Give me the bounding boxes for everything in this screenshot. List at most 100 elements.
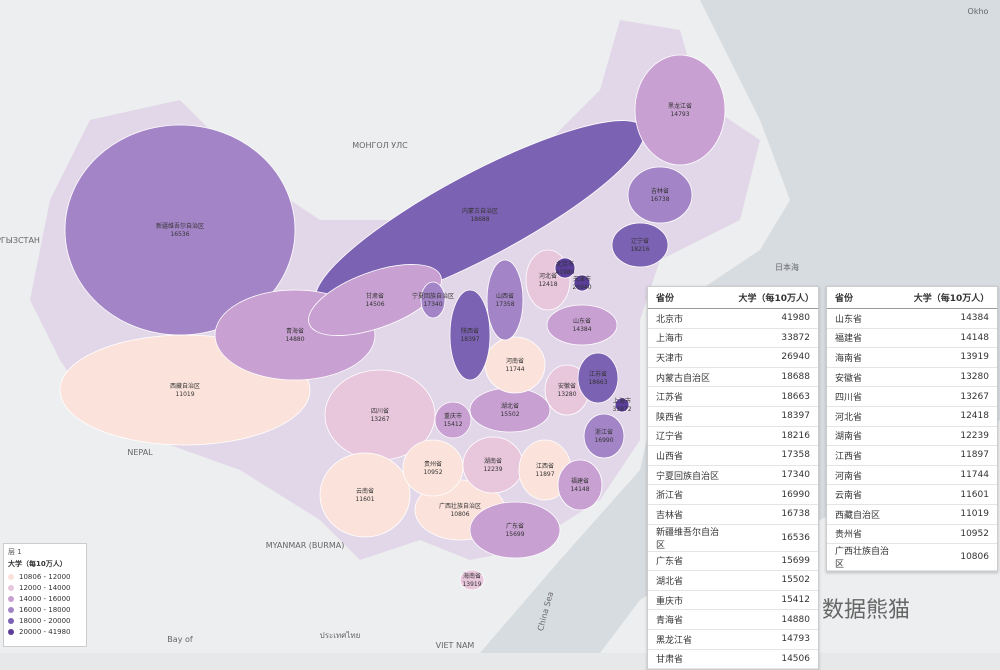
table-cell: 33872 [730, 328, 818, 349]
province-value: 11744 [505, 366, 524, 373]
table-cell: 江西省 [827, 445, 906, 466]
legend-label: 14000 - 16000 [19, 594, 71, 603]
table-cell: 18216 [730, 426, 818, 447]
table-cell: 浙江省 [648, 484, 731, 505]
legend: 层 1 大学（每10万人） 10806 - 12000 12000 - 14000 14… [3, 543, 87, 647]
province-value: 18663 [588, 379, 607, 386]
province-value: 14880 [285, 336, 304, 343]
table-cell: 安徽省 [827, 367, 906, 388]
province-name: 云南省 [356, 487, 374, 495]
province-value: 13267 [370, 416, 389, 423]
legend-title: 大学（每10万人） [8, 560, 67, 568]
table-cell: 11019 [905, 504, 997, 525]
province-value: 17340 [423, 301, 442, 308]
legend-label: 10806 - 12000 [19, 572, 71, 581]
table-cell: 上海市 [648, 328, 731, 349]
table-cell: 14384 [905, 308, 997, 329]
table-cell: 11601 [905, 484, 997, 505]
table-cell: 18397 [730, 406, 818, 427]
province-region [614, 397, 630, 413]
province-value: 14384 [572, 326, 591, 333]
table-cell: 41980 [730, 308, 818, 329]
province-name: 山西省 [496, 292, 514, 300]
province-value: 14148 [570, 486, 589, 493]
province-region [573, 274, 591, 292]
province-name: 广东省 [506, 522, 524, 530]
table-row: 安徽省 13280 [827, 367, 997, 388]
province-value: 10952 [423, 469, 442, 476]
province-value: 18216 [630, 246, 649, 253]
legend-item: 16000 - 18000 [8, 604, 82, 615]
table-cell: 广东省 [648, 551, 731, 572]
table: 省份 大学（每10万人） 北京市 41980 上海市 33872 天津市 26940 内蒙古自治… [648, 287, 818, 670]
province-region [308, 264, 442, 336]
table-row: 天津市 26940 [648, 347, 818, 368]
province-name: 广西壮族自治区 [439, 502, 481, 510]
province-name: 海南省 [463, 572, 481, 580]
province-value: 26940 [572, 284, 591, 291]
legend-swatch [8, 584, 14, 591]
basemap-label: VIET NAM [436, 641, 475, 650]
table-row: 广东省 15699 [648, 551, 818, 572]
legend-item: 10806 - 12000 [8, 571, 82, 582]
table-cell: 14506 [730, 649, 818, 670]
table-row: 内蒙古自治区 18688 [648, 367, 818, 388]
table-cell: 福建省 [827, 328, 906, 349]
table-cell: 河北省 [827, 406, 906, 427]
province-value: 11897 [535, 471, 554, 478]
table-cell: 西藏自治区 [827, 504, 906, 525]
province-name: 宁夏回族自治区 [412, 292, 454, 300]
table-cell: 15699 [730, 551, 818, 572]
header-row: 省份 大学（每10万人） [827, 287, 997, 309]
province-name: 上海市 [613, 397, 631, 405]
table-cell: 甘肃省 [648, 649, 731, 670]
basemap-label: ประเทศไทย [320, 631, 361, 640]
province-region [469, 387, 551, 433]
column-header: 大学（每10万人） [730, 287, 818, 309]
province-region [459, 569, 485, 591]
province-value: 11019 [175, 391, 194, 398]
table-cell: 15502 [730, 570, 818, 591]
province-value: 14506 [365, 301, 384, 308]
table-cell: 17358 [730, 445, 818, 466]
column-header: 大学（每10万人） [905, 287, 997, 309]
table-cell: 18663 [730, 386, 818, 407]
province-region [557, 459, 603, 511]
province-name: 江西省 [536, 462, 554, 470]
table-cell: 江苏省 [648, 386, 731, 407]
province-value: 16536 [170, 231, 189, 238]
province-name: 陕西省 [461, 327, 479, 335]
province-name: 四川省 [371, 407, 389, 415]
table-row: 西藏自治区 11019 [827, 504, 997, 525]
data-table: 省份 大学（每10万人） 山东省 14384 福建省 14148 海南省 13919 安徽省 13… [826, 286, 998, 573]
province-region [577, 352, 619, 404]
province-region [462, 436, 524, 494]
header-row: 省份 大学（每10万人） [648, 287, 818, 309]
province-name: 内蒙古自治区 [462, 207, 498, 215]
table-cell: 12418 [905, 406, 997, 427]
province-name: 甘肃省 [366, 292, 384, 300]
table-row: 贵州省 10952 [827, 524, 997, 545]
table-row: 江苏省 18663 [648, 386, 818, 407]
province-name: 新疆维吾尔自治区 [156, 222, 204, 230]
province-value: 33872 [612, 406, 631, 413]
province-region [611, 222, 669, 268]
legend-label: 16000 - 18000 [19, 605, 71, 614]
legend-swatch [8, 617, 14, 624]
table-cell: 14880 [730, 609, 818, 630]
table: 省份 大学（每10万人） 山东省 14384 福建省 14148 海南省 13919 安徽省 13… [827, 287, 997, 572]
legend-swatch [8, 573, 14, 580]
province-value: 10806 [450, 511, 469, 518]
province-region [627, 166, 693, 224]
legend-label: 18000 - 20000 [19, 616, 71, 625]
province-region [554, 257, 576, 279]
data-table: 省份 大学（每10万人） 北京市 41980 上海市 33872 天津市 26940 内蒙古自治… [647, 286, 819, 670]
table-cell: 海南省 [827, 347, 906, 368]
table-cell: 广西壮族自治区 [827, 543, 906, 572]
table-row: 福建省 14148 [827, 328, 997, 349]
table-row: 新疆维吾尔自治区 16536 [648, 524, 818, 552]
table-cell: 湖南省 [827, 426, 906, 447]
table-cell: 云南省 [827, 484, 906, 505]
basemap-label: РГЫЗСТАН [0, 236, 40, 245]
